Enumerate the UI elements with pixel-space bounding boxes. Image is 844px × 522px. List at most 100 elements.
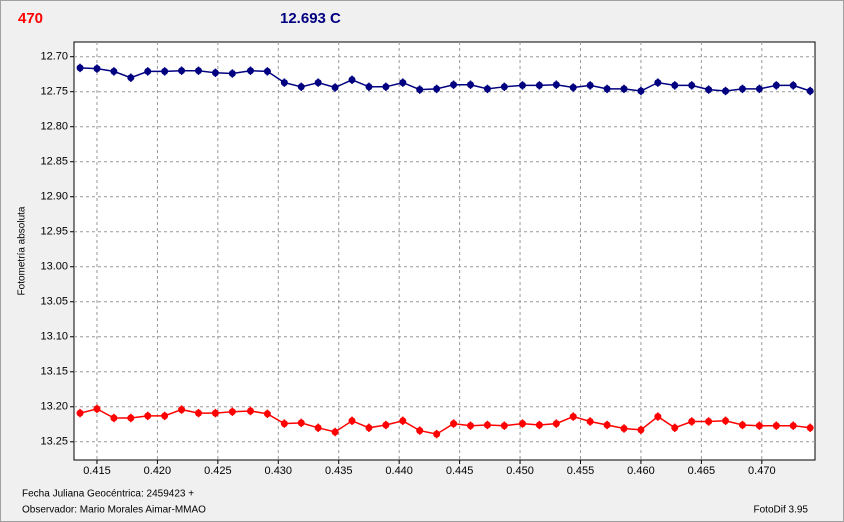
point <box>144 412 152 420</box>
point <box>127 414 135 422</box>
point <box>144 67 152 75</box>
point <box>535 81 543 89</box>
point <box>331 428 339 436</box>
y-tick-label: 13.10 <box>40 331 68 343</box>
point <box>263 67 271 75</box>
y-tick-label: 12.90 <box>40 191 68 203</box>
point <box>382 421 390 429</box>
point <box>280 420 288 428</box>
observer: Observador: Mario Morales Aimar-MMAO <box>22 505 206 516</box>
point <box>483 421 491 429</box>
x-tick-label: 0.440 <box>385 465 413 477</box>
point <box>637 87 645 95</box>
x-tick-label: 0.425 <box>204 465 232 477</box>
point <box>297 419 305 427</box>
x-tick-label: 0.430 <box>265 465 293 477</box>
point <box>705 86 713 94</box>
plot-area <box>73 41 816 461</box>
point <box>195 409 203 417</box>
point <box>466 81 474 89</box>
point <box>450 420 458 428</box>
point <box>688 81 696 89</box>
point <box>500 83 508 91</box>
point <box>348 76 356 84</box>
point <box>552 420 560 428</box>
point <box>466 422 474 430</box>
point <box>789 81 797 89</box>
y-tick-label: 12.85 <box>40 156 68 168</box>
point <box>195 67 203 75</box>
point <box>722 417 730 425</box>
y-tick-label: 13.25 <box>40 436 68 448</box>
y-axis-label: Fotometría absoluta <box>17 206 28 295</box>
x-tick-label: 0.465 <box>688 465 716 477</box>
point <box>211 409 219 417</box>
x-tick-label: 0.455 <box>567 465 595 477</box>
point <box>620 424 628 432</box>
point <box>382 83 390 91</box>
y-tick-label: 13.05 <box>40 296 68 308</box>
point <box>365 424 373 432</box>
y-tick-label: 12.70 <box>40 51 68 63</box>
point <box>76 409 84 417</box>
point <box>483 85 491 93</box>
x-tick-label: 0.445 <box>446 465 474 477</box>
point <box>688 417 696 425</box>
point <box>772 422 780 430</box>
y-tick-label: 13.20 <box>40 401 68 413</box>
point <box>654 413 662 421</box>
point <box>772 81 780 89</box>
point <box>500 422 508 430</box>
point <box>93 65 101 73</box>
point <box>178 406 186 414</box>
point <box>228 70 236 78</box>
point <box>433 85 441 93</box>
point <box>789 422 797 430</box>
point <box>722 87 730 95</box>
point <box>348 417 356 425</box>
point <box>637 426 645 434</box>
y-tick-label: 12.80 <box>40 121 68 133</box>
point <box>671 81 679 89</box>
point <box>535 421 543 429</box>
point <box>399 79 407 87</box>
point <box>806 424 814 432</box>
point <box>705 417 713 425</box>
point <box>620 85 628 93</box>
point <box>569 84 577 92</box>
point <box>365 83 373 91</box>
point <box>161 67 169 75</box>
point <box>738 421 746 429</box>
point <box>246 407 254 415</box>
point <box>93 405 101 413</box>
point <box>297 83 305 91</box>
point <box>399 417 407 425</box>
x-tick-label: 0.435 <box>325 465 353 477</box>
y-tick-label: 13.15 <box>40 366 68 378</box>
point <box>586 81 594 89</box>
point <box>211 69 219 77</box>
x-axis-label: Fecha Juliana Geocéntrica: 2459423 + <box>22 489 194 500</box>
point <box>603 85 611 93</box>
point <box>228 408 236 416</box>
point <box>586 417 594 425</box>
point <box>433 430 441 438</box>
title: 470 <box>18 10 43 27</box>
x-tick-label: 0.470 <box>748 465 776 477</box>
point <box>246 67 254 75</box>
point <box>806 87 814 95</box>
x-tick-label: 0.415 <box>83 465 111 477</box>
point <box>127 74 135 82</box>
software: FotoDif 3.95 <box>754 505 809 516</box>
point <box>552 81 560 89</box>
point <box>110 67 118 75</box>
point <box>280 79 288 87</box>
point <box>314 79 322 87</box>
point <box>161 412 169 420</box>
point <box>416 86 424 94</box>
point <box>110 414 118 422</box>
y-tick-label: 13.00 <box>40 261 68 273</box>
point <box>671 424 679 432</box>
point <box>76 64 84 72</box>
